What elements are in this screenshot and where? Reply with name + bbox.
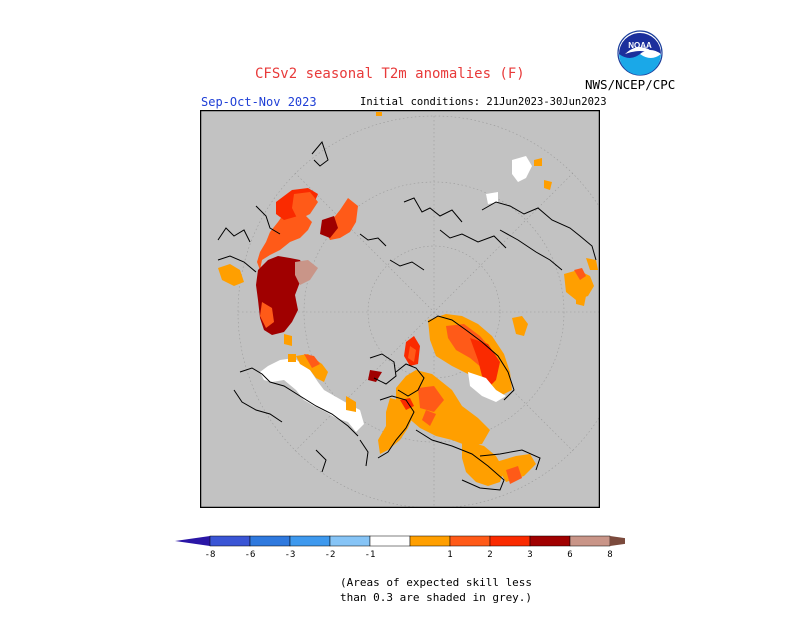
legend-swatch-positive-5 — [569, 535, 611, 547]
legend-swatch-positive-2 — [449, 535, 491, 547]
skill-note: (Areas of expected skill less than 0.3 a… — [340, 575, 532, 605]
anomaly-region-europe — [218, 188, 358, 346]
legend-label: 3 — [527, 550, 532, 560]
anomaly-region-north-america — [368, 314, 536, 486]
map-title: CFSv2 seasonal T2m anomalies (F) — [255, 66, 525, 82]
legend-swatch-negative-1 — [209, 535, 251, 547]
legend-swatch-positive-4 — [529, 535, 571, 547]
season-label: Sep-Oct-Nov 2023 — [201, 95, 317, 109]
legend-swatch-neutral — [369, 535, 411, 547]
legend-label: -8 — [205, 550, 216, 560]
noaa-logo-text: NOAA — [628, 41, 652, 50]
legend-swatch-positive-1 — [409, 535, 451, 547]
initial-conditions-label: Initial conditions: 21Jun2023-30Jun2023 — [360, 96, 607, 108]
legend-label: -6 — [245, 550, 256, 560]
graticule — [237, 115, 600, 508]
map-frame — [200, 110, 600, 508]
legend-labels: -8 -6 -3 -2 -1 1 2 3 6 8 — [205, 550, 613, 560]
color-legend: -8 -6 -3 -2 -1 1 2 3 6 8 — [175, 535, 625, 560]
anomaly-map — [200, 110, 600, 508]
legend-label: -1 — [365, 550, 376, 560]
coastlines — [217, 140, 597, 491]
legend-swatch-negative-3 — [289, 535, 331, 547]
legend-swatch-positive-3 — [489, 535, 531, 547]
anomaly-region-asia — [260, 112, 598, 432]
legend-label: -3 — [285, 550, 296, 560]
legend-swatches — [175, 535, 625, 547]
legend-label: 2 — [487, 550, 492, 560]
skill-note-line1: (Areas of expected skill less — [340, 576, 533, 589]
legend-arrow-left — [175, 536, 210, 546]
noaa-logo: NOAA — [617, 30, 663, 76]
legend-label: 1 — [447, 550, 452, 560]
legend-label: -2 — [325, 550, 336, 560]
skill-note-line2: than 0.3 are shaded in grey.) — [340, 591, 533, 604]
legend-arrow-right — [610, 536, 625, 546]
legend-label: 8 — [607, 550, 612, 560]
legend-swatch-negative-2 — [249, 535, 291, 547]
agency-label: NWS/NCEP/CPC — [585, 77, 676, 92]
legend-swatch-negative-4 — [329, 535, 371, 547]
legend-label: 6 — [567, 550, 572, 560]
